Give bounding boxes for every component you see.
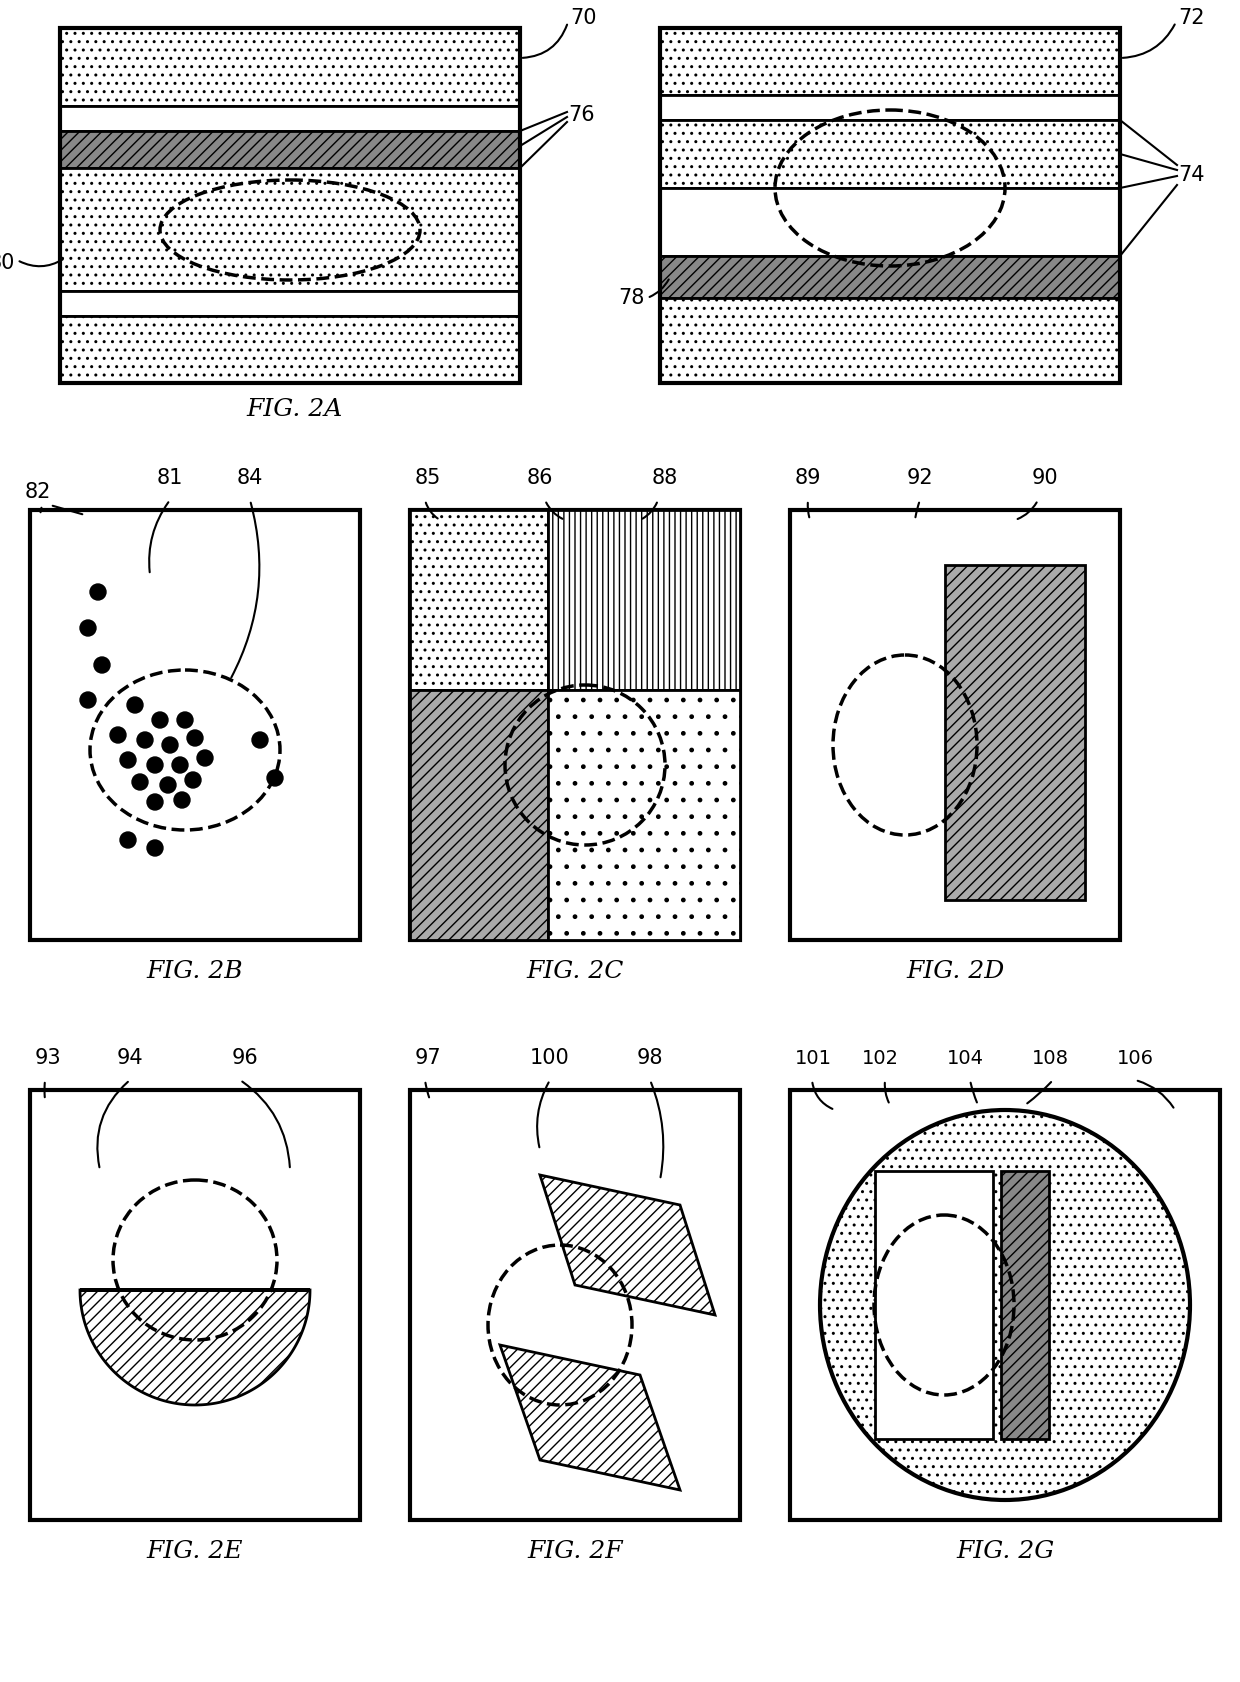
Text: FIG. 2G: FIG. 2G <box>956 1541 1054 1563</box>
Circle shape <box>197 750 213 765</box>
Circle shape <box>126 696 143 713</box>
Text: 76: 76 <box>568 104 595 124</box>
Text: 85: 85 <box>415 468 441 488</box>
Text: 86: 86 <box>527 468 553 488</box>
Text: 92: 92 <box>906 468 934 488</box>
Bar <box>875 1171 993 1440</box>
Text: 100: 100 <box>531 1048 570 1068</box>
Bar <box>410 690 548 940</box>
Text: 84: 84 <box>237 468 263 488</box>
Text: 82: 82 <box>25 483 51 501</box>
Text: 98: 98 <box>637 1048 663 1068</box>
Circle shape <box>172 757 188 774</box>
Text: 104: 104 <box>946 1050 983 1068</box>
Bar <box>60 29 520 383</box>
Circle shape <box>177 711 193 728</box>
Bar <box>660 29 1120 94</box>
Text: FIG. 2D: FIG. 2D <box>906 960 1004 982</box>
Bar <box>30 510 360 940</box>
Text: 89: 89 <box>795 468 821 488</box>
Text: FIG. 2F: FIG. 2F <box>527 1541 622 1563</box>
Bar <box>548 510 740 690</box>
Circle shape <box>153 711 167 728</box>
Bar <box>410 510 740 940</box>
Circle shape <box>91 584 105 600</box>
Bar <box>30 1090 360 1521</box>
Bar <box>660 94 1120 119</box>
Text: 96: 96 <box>232 1048 258 1068</box>
Circle shape <box>148 794 162 811</box>
Circle shape <box>267 770 283 785</box>
Circle shape <box>120 752 136 769</box>
Bar <box>548 690 740 940</box>
Text: 97: 97 <box>415 1048 441 1068</box>
Polygon shape <box>81 1290 310 1404</box>
Text: 80: 80 <box>0 252 15 272</box>
Bar <box>60 168 520 291</box>
Bar <box>60 106 520 131</box>
Text: FIG. 2E: FIG. 2E <box>146 1541 243 1563</box>
Text: 70: 70 <box>570 8 596 29</box>
Bar <box>410 510 548 690</box>
Circle shape <box>81 621 95 636</box>
Circle shape <box>160 777 176 792</box>
Bar <box>1001 1171 1049 1440</box>
Bar <box>60 29 520 106</box>
Text: 108: 108 <box>1032 1050 1069 1068</box>
Text: FIG. 2B: FIG. 2B <box>146 960 243 982</box>
Circle shape <box>120 833 136 848</box>
Text: 74: 74 <box>1178 165 1204 185</box>
Text: FIG. 2C: FIG. 2C <box>526 960 624 982</box>
Text: 93: 93 <box>35 1048 62 1068</box>
Bar <box>945 565 1085 900</box>
Text: 72: 72 <box>1178 8 1204 29</box>
Circle shape <box>148 757 162 774</box>
Polygon shape <box>500 1346 680 1490</box>
Bar <box>660 119 1120 188</box>
Ellipse shape <box>820 1110 1190 1500</box>
Circle shape <box>148 839 162 856</box>
Text: 102: 102 <box>862 1050 899 1068</box>
Circle shape <box>174 792 190 807</box>
Circle shape <box>131 774 148 791</box>
Bar <box>60 131 520 168</box>
Text: 81: 81 <box>156 468 184 488</box>
Text: 78: 78 <box>619 288 645 308</box>
Text: 101: 101 <box>795 1050 832 1068</box>
Circle shape <box>136 732 153 748</box>
Circle shape <box>110 727 126 743</box>
Bar <box>660 188 1120 256</box>
Circle shape <box>81 691 95 708</box>
Circle shape <box>252 732 268 748</box>
Polygon shape <box>539 1176 715 1315</box>
Text: 90: 90 <box>1032 468 1058 488</box>
Circle shape <box>187 730 203 747</box>
Bar <box>660 256 1120 298</box>
Circle shape <box>185 772 201 787</box>
Bar <box>660 29 1120 383</box>
Bar <box>790 510 1120 940</box>
Bar <box>660 298 1120 383</box>
Bar <box>410 1090 740 1521</box>
Text: 88: 88 <box>652 468 678 488</box>
Bar <box>60 291 520 316</box>
Text: 94: 94 <box>117 1048 144 1068</box>
Circle shape <box>94 658 110 673</box>
Text: 106: 106 <box>1116 1050 1153 1068</box>
Circle shape <box>162 737 179 754</box>
Bar <box>60 316 520 383</box>
Bar <box>790 1090 1220 1521</box>
Text: FIG. 2A: FIG. 2A <box>247 399 343 420</box>
